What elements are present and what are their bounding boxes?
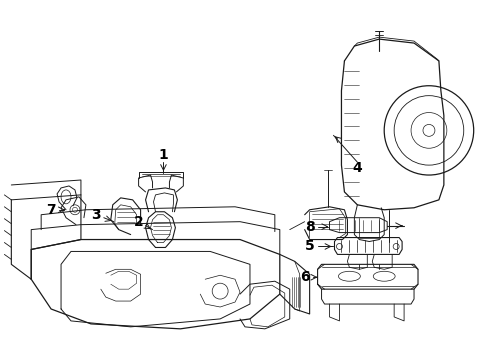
Text: 4: 4 bbox=[352, 161, 362, 175]
Text: 3: 3 bbox=[91, 208, 100, 222]
Text: 5: 5 bbox=[305, 239, 315, 253]
Text: 6: 6 bbox=[300, 270, 310, 284]
Text: 1: 1 bbox=[159, 148, 169, 162]
Text: 8: 8 bbox=[305, 220, 315, 234]
Text: 2: 2 bbox=[134, 215, 144, 229]
Text: 7: 7 bbox=[46, 203, 56, 217]
